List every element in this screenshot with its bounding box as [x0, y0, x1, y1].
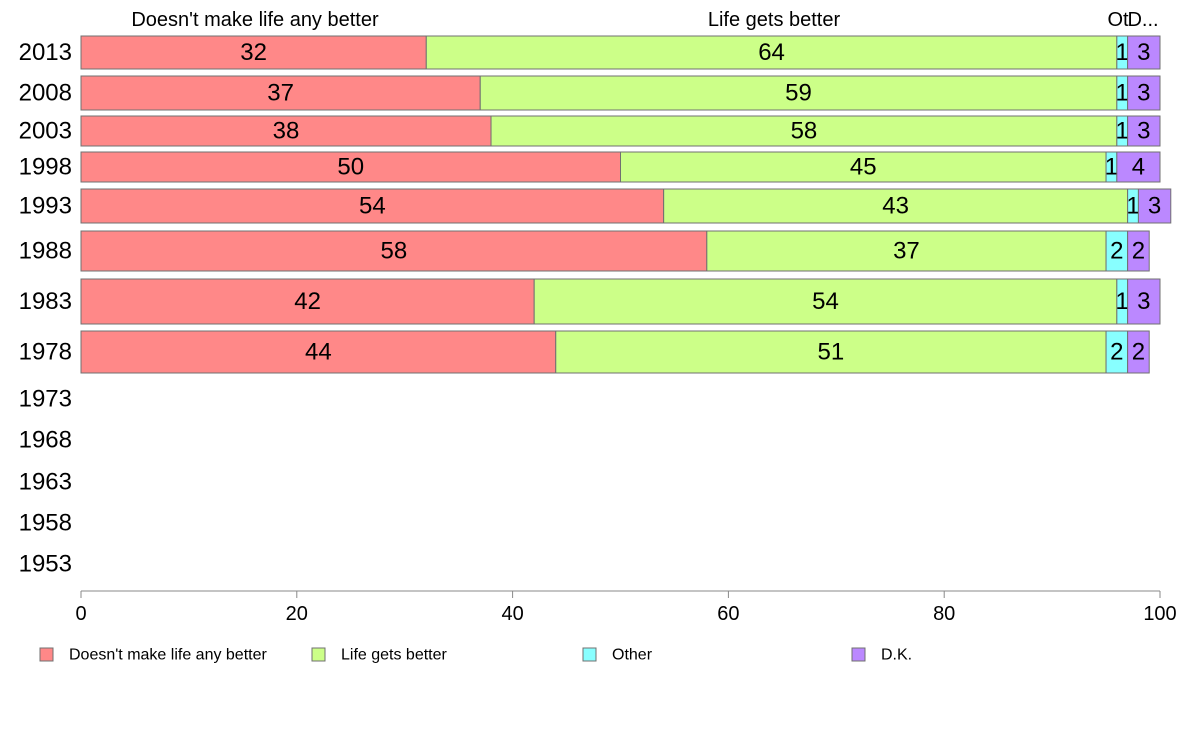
y-tick-label: 2013 [19, 39, 72, 66]
bar-value-label: 3 [1137, 80, 1150, 107]
bar-segment [80, 330, 557, 374]
legend: Doesn't make life any better Life gets be… [39, 647, 912, 664]
legend-label: D.K. [881, 647, 912, 664]
bar-segment [1127, 35, 1161, 70]
x-tick-label: 0 [75, 603, 86, 625]
y-tick-label: 2003 [19, 118, 72, 145]
y-tick-label: 1978 [19, 339, 72, 366]
bar-value-label: 2 [1110, 339, 1123, 366]
bar-segment [1127, 330, 1150, 374]
legend-label: Doesn't make life any better [69, 647, 267, 664]
bar-value-label: 1 [1105, 154, 1118, 181]
y-tick-label: 1968 [19, 427, 72, 454]
column-header: D... [1127, 9, 1158, 31]
x-tick-label: 60 [717, 603, 739, 625]
bar-segment [663, 188, 1129, 224]
bar-value-label: 54 [359, 193, 386, 220]
bar-segment [80, 188, 665, 224]
legend-swatch [311, 647, 326, 662]
x-tick-label: 40 [501, 603, 523, 625]
bar-segment [1127, 75, 1161, 111]
bar-value-label: 1 [1116, 118, 1129, 145]
bar-value-label: 50 [337, 154, 364, 181]
bar-segment [533, 278, 1118, 325]
y-tick-label: 1988 [19, 238, 72, 265]
bar-value-label: 2 [1132, 339, 1145, 366]
bar-segment [80, 115, 492, 147]
bar-value-label: 45 [850, 154, 877, 181]
bar-value-label: 3 [1148, 193, 1161, 220]
bar-value-label: 44 [305, 339, 332, 366]
bar-value-label: 51 [818, 339, 845, 366]
bar-segment [1116, 151, 1161, 183]
bar-value-label: 64 [758, 39, 785, 66]
bar-value-label: 2 [1110, 238, 1123, 265]
bar-value-label: 37 [893, 238, 920, 265]
bar-value-label: 3 [1137, 39, 1150, 66]
x-tick-label: 20 [286, 603, 308, 625]
bar-value-label: 1 [1116, 80, 1129, 107]
legend-label: Life gets better [341, 647, 448, 664]
bar-segment [620, 151, 1107, 183]
bar-value-label: 32 [240, 39, 267, 66]
x-tick-label: 80 [933, 603, 955, 625]
bar-segment [490, 115, 1118, 147]
bar-segment [80, 35, 427, 70]
bar-value-label: 54 [812, 288, 839, 315]
bar-segment [706, 230, 1107, 272]
bar-value-label: 43 [882, 193, 909, 220]
column-header: Doesn't make life any better [131, 9, 379, 31]
bar-value-label: 37 [267, 80, 294, 107]
y-tick-label: 1963 [19, 469, 72, 496]
bar-value-label: 42 [294, 288, 321, 315]
y-tick-label: 1998 [19, 154, 72, 181]
bars: 32 64 1 337 59 1 338 58 1 350 45 1 454 43 1 358 37 2 242 54… [80, 35, 1172, 374]
y-tick-label: 1993 [19, 193, 72, 220]
y-tick-label: 1983 [19, 288, 72, 315]
bar-value-label: 4 [1132, 154, 1145, 181]
legend-label: Other [612, 647, 653, 664]
column-headers: Doesn't make life any better Life gets be… [131, 9, 1158, 31]
y-tick-label: 2008 [19, 80, 72, 107]
bar-segment [479, 75, 1118, 111]
bar-value-label: 58 [381, 238, 408, 265]
bar-segment [425, 35, 1118, 70]
legend-swatch [39, 647, 54, 662]
y-tick-label: 1958 [19, 510, 72, 537]
legend-swatch [851, 647, 866, 662]
bar-value-label: 2 [1132, 238, 1145, 265]
bar-segment [555, 330, 1107, 374]
bar-value-label: 59 [785, 80, 812, 107]
bar-value-label: 1 [1116, 288, 1129, 315]
bar-segment [80, 278, 535, 325]
y-tick-label: 1973 [19, 386, 72, 413]
x-tick-label: 100 [1143, 603, 1176, 625]
bar-value-label: 3 [1137, 288, 1150, 315]
column-header: Life gets better [708, 9, 841, 31]
y-tick-label: 1953 [19, 551, 72, 578]
bar-value-label: 1 [1116, 39, 1129, 66]
bar-value-label: 58 [791, 118, 818, 145]
legend-swatch [582, 647, 597, 662]
bar-value-label: 3 [1137, 118, 1150, 145]
bar-segment [1127, 278, 1161, 325]
bar-segment [1137, 188, 1172, 224]
column-header: Ot [1107, 9, 1129, 31]
bar-value-label: 1 [1126, 193, 1139, 220]
bar-value-label: 38 [273, 118, 300, 145]
bar-segment [1127, 230, 1150, 272]
y-tick-labels: 2013 2008 2003 1998 1993 1988 1983 1978 1973 1968… [19, 39, 72, 578]
bar-segment [1127, 115, 1161, 147]
x-axis: 0 20 40 60 80 100 [75, 590, 1177, 625]
